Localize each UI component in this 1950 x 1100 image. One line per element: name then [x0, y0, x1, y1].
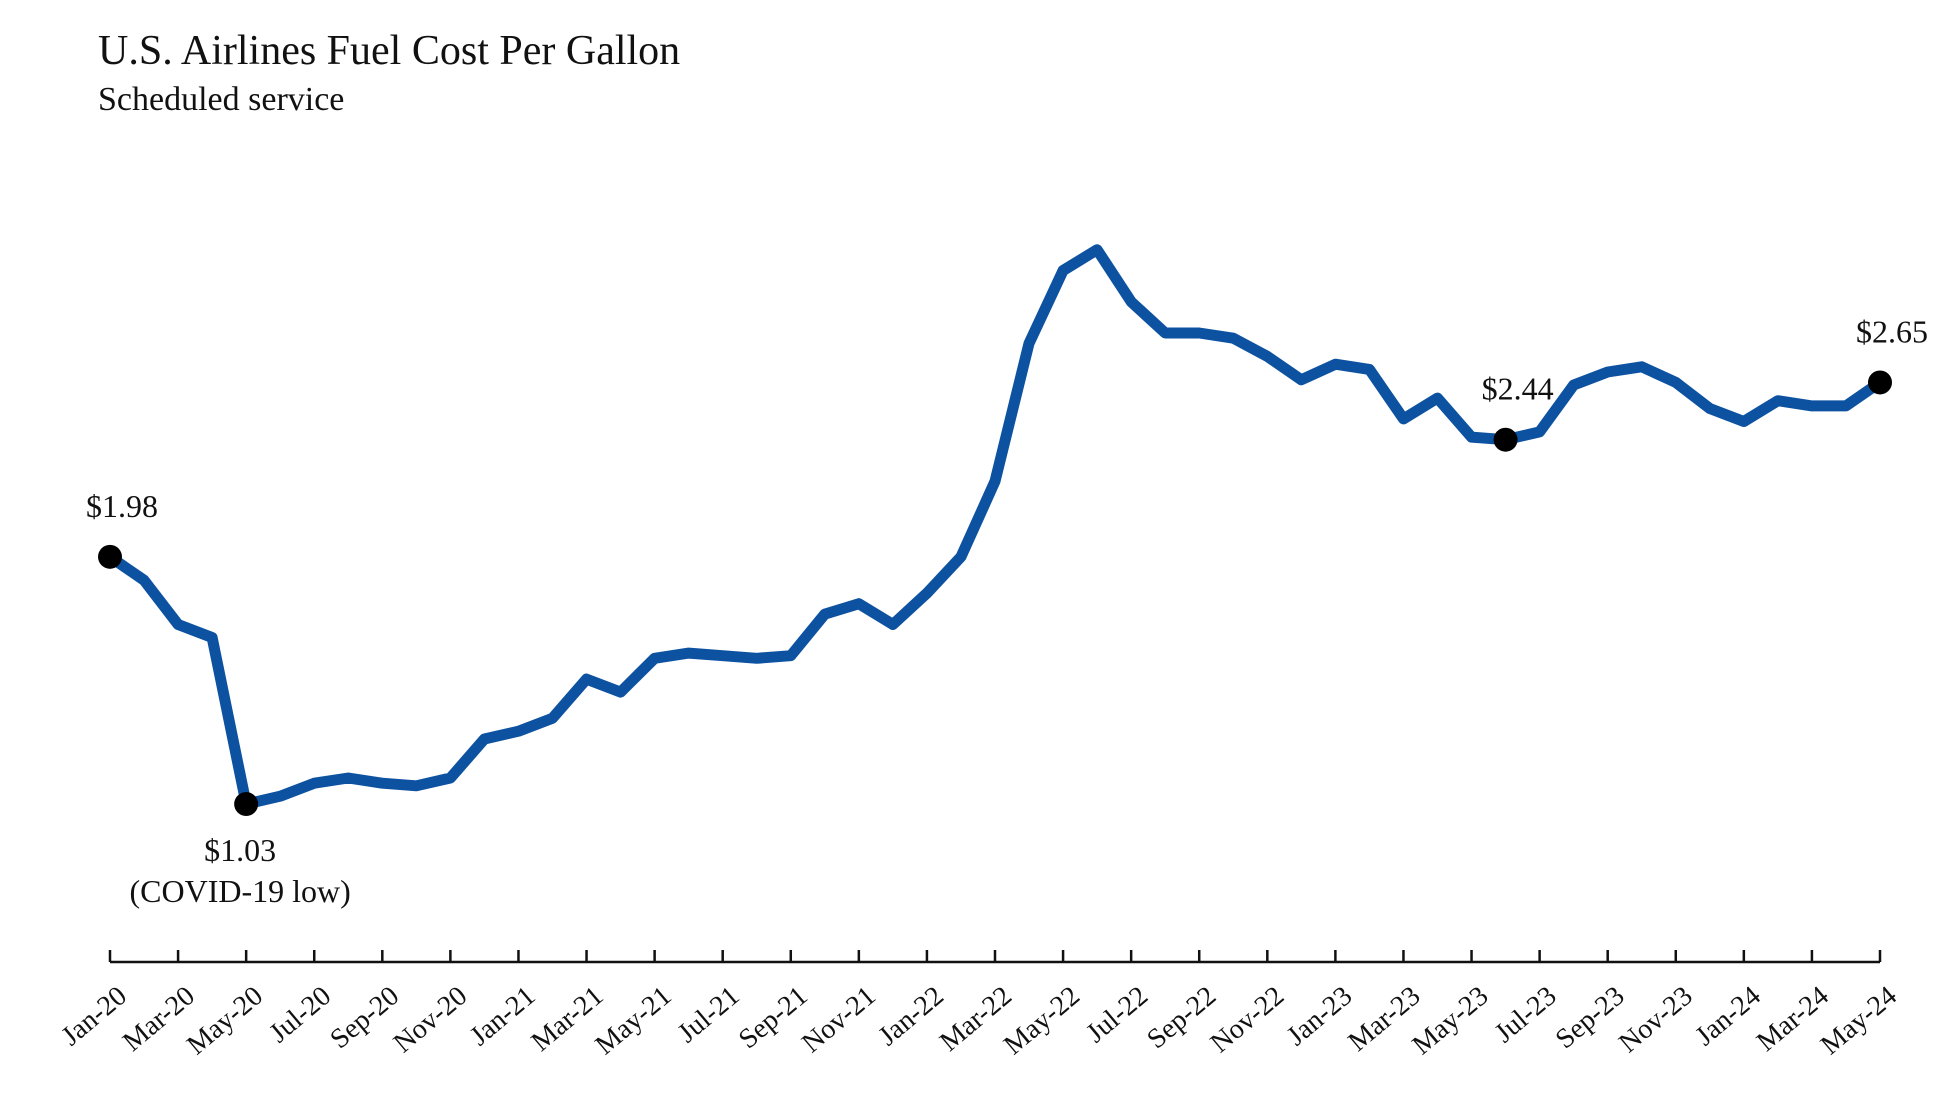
data-label: $1.98 — [86, 488, 158, 524]
x-tick-label: Jan-20 — [56, 980, 133, 1052]
x-tick-label: Nov-23 — [1613, 980, 1698, 1059]
x-tick-label: Jan-24 — [1690, 980, 1767, 1052]
x-tick-label: Nov-21 — [796, 980, 881, 1059]
data-label: $2.65 — [1856, 313, 1928, 349]
x-tick-label: Jan-22 — [873, 980, 950, 1052]
x-tick-label: May-21 — [590, 980, 678, 1061]
x-tick-label: Nov-20 — [388, 980, 473, 1059]
data-label: $1.03 — [204, 832, 276, 868]
fuel-cost-line — [104, 244, 1886, 810]
series-line-group — [104, 244, 1886, 810]
annotation-markers — [98, 370, 1892, 817]
data-point-marker — [1493, 427, 1518, 452]
x-tick-label: Sep-22 — [1141, 980, 1222, 1055]
x-tick-label: May-20 — [181, 980, 269, 1061]
x-tick-label: Jul-23 — [1489, 980, 1563, 1049]
x-tick-label: Jan-21 — [464, 980, 541, 1052]
chart-subtitle: Scheduled service — [98, 81, 345, 118]
x-tick-label: May-23 — [1407, 980, 1495, 1061]
annotation-labels: $1.98 $1.03 (COVID-19 low) $2.44 $2.65 — [86, 313, 1928, 909]
x-tick-label: Jan-23 — [1281, 980, 1358, 1052]
x-tick-label: May-24 — [1815, 980, 1903, 1061]
x-tick-label: Jul-22 — [1080, 980, 1154, 1049]
x-tick-label: May-22 — [998, 980, 1086, 1061]
x-tick-label: Jul-20 — [264, 980, 338, 1049]
data-label: $2.44 — [1482, 371, 1554, 407]
data-point-marker — [1868, 370, 1892, 395]
x-tick-label: Sep-23 — [1550, 980, 1631, 1055]
data-point-marker — [98, 544, 122, 569]
x-tick-label: Jul-21 — [672, 980, 746, 1049]
data-point-marker — [234, 792, 259, 817]
x-tick-label: Sep-20 — [324, 980, 405, 1055]
x-axis: Jan-20Mar-20May-20Jul-20Sep-20Nov-20Jan-… — [56, 950, 1903, 1061]
chart-title: U.S. Airlines Fuel Cost Per Gallon — [98, 28, 681, 74]
data-label-note: (COVID-19 low) — [130, 873, 351, 909]
x-tick-label: Nov-22 — [1205, 980, 1290, 1059]
x-tick-label: Sep-21 — [733, 980, 814, 1055]
